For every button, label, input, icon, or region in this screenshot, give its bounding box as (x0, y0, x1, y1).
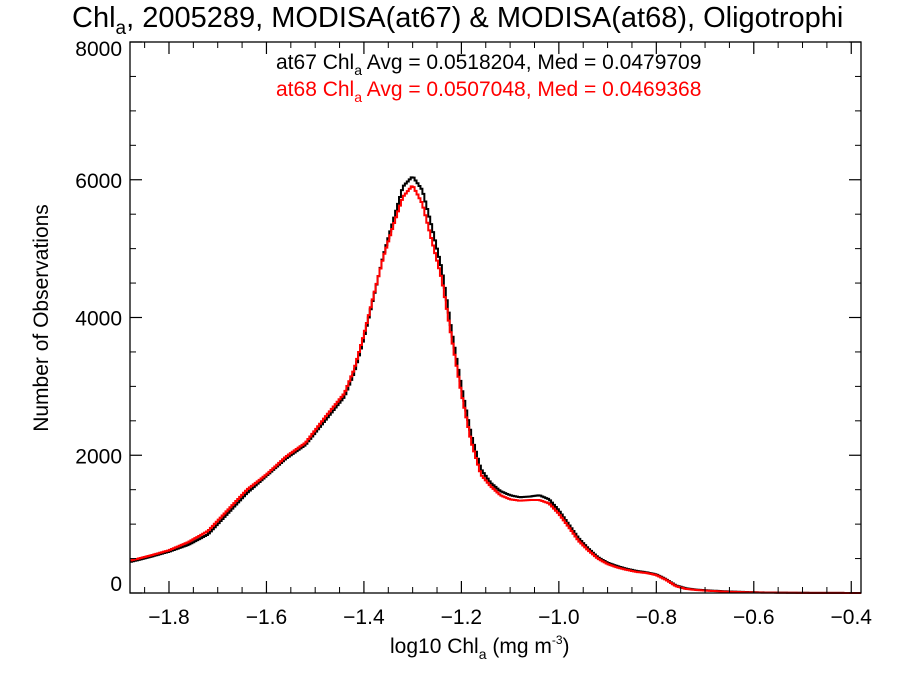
y-tick-label: 2000 (75, 445, 122, 468)
x-axis-label: log10 Chla (mg m-3) (390, 633, 570, 662)
legend-at67: at67 Chla Avg = 0.0518204, Med = 0.04797… (276, 51, 701, 78)
series-line-at67 (130, 176, 861, 594)
tick-labels-layer: −1.8 −1.6 −1.4 −1.2 −1.0 −0.8 −0.6 −0.4 0 2000 400… (75, 38, 872, 629)
x-tick-label: −1.4 (343, 606, 385, 629)
y-tick-label: 4000 (75, 308, 122, 331)
y-tick-label: 0 (110, 573, 122, 596)
chart-title: Chla, 2005289, MODISA(at67) & MODISA(at6… (72, 2, 843, 39)
ticks-layer (130, 41, 861, 594)
x-tick-label: −0.4 (831, 606, 873, 629)
series-layer (130, 176, 861, 594)
x-tick-label: −1.6 (246, 606, 287, 629)
y-tick-label: 8000 (75, 38, 122, 61)
x-tick-label: −1.0 (538, 606, 579, 629)
x-tick-label: −1.8 (148, 606, 189, 629)
legend-at68: at68 Chla Avg = 0.0507048, Med = 0.04693… (276, 78, 701, 105)
x-tick-label: −0.8 (636, 606, 677, 629)
y-axis-label: Number of Observations (30, 204, 53, 432)
x-tick-label: −0.6 (733, 606, 774, 629)
y-tick-label: 6000 (75, 170, 122, 193)
x-tick-label: −1.2 (441, 606, 482, 629)
series-line-at68 (130, 185, 861, 594)
plot-frame (129, 41, 862, 594)
